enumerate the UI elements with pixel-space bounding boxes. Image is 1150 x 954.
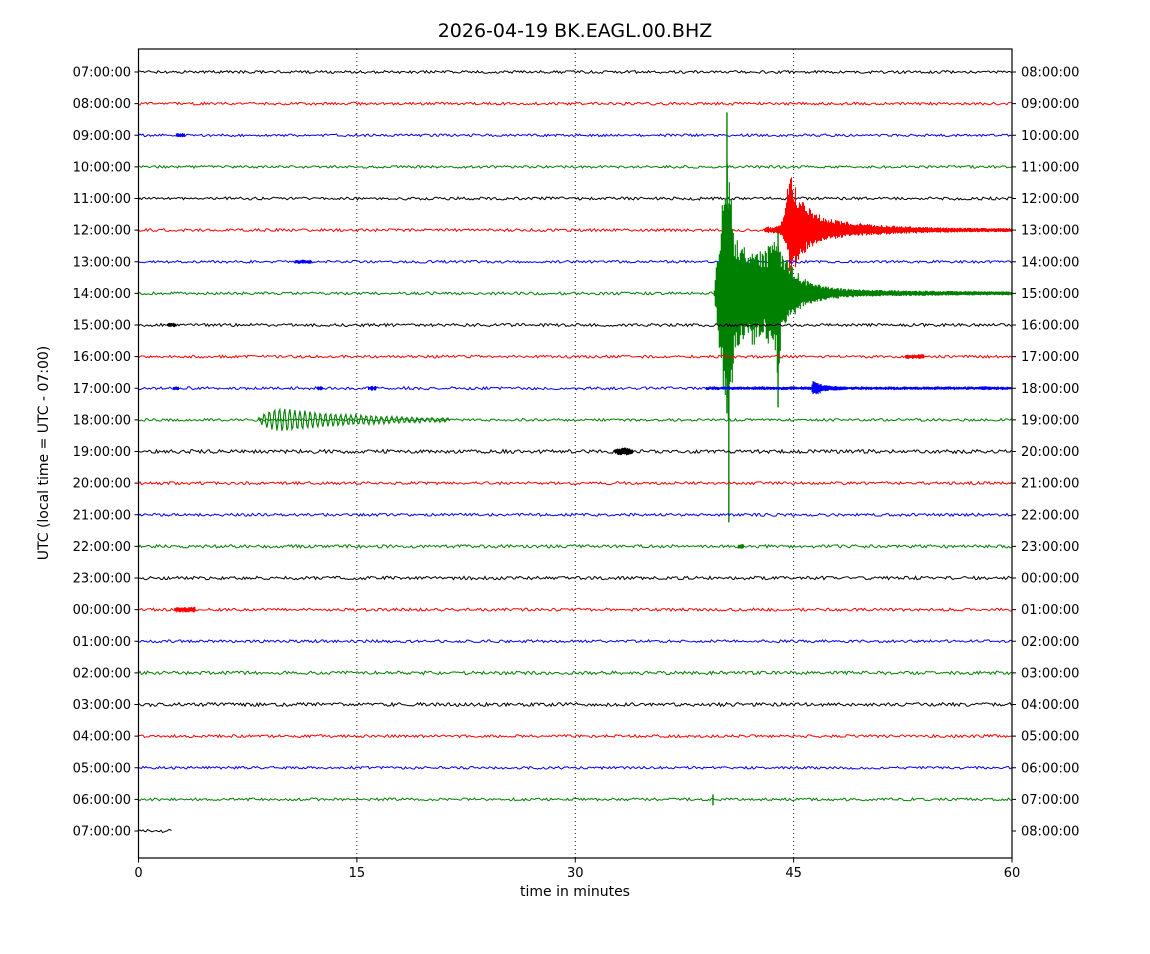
row-start-label: 00:00:00	[73, 603, 131, 618]
row-end-label: 01:00:00	[1021, 603, 1079, 618]
event-blip	[175, 133, 185, 138]
row-end-label: 22:00:00	[1021, 508, 1079, 523]
event-blip	[979, 386, 989, 391]
row-end-label: 19:00:00	[1021, 413, 1079, 428]
trace-row-030000	[138, 701, 1012, 708]
row-start-label: 21:00:00	[73, 508, 131, 523]
trace-row-220000	[138, 543, 1012, 549]
trace-row-100000	[138, 164, 1012, 170]
event-blip	[174, 606, 196, 613]
row-start-label: 04:00:00	[73, 730, 131, 745]
row-start-label: 02:00:00	[73, 666, 131, 681]
x-tick-label: 15	[349, 866, 366, 881]
row-end-label: 23:00:00	[1021, 540, 1079, 555]
y-axis-label: UTC (local time = UTC - 07:00)	[36, 346, 52, 561]
event-wavepacket	[257, 407, 451, 432]
row-end-label: 16:00:00	[1021, 319, 1079, 334]
row-end-label: 15:00:00	[1021, 287, 1079, 302]
row-start-label: 08:00:00	[73, 97, 131, 112]
trace-row-110000	[138, 196, 1012, 201]
row-start-label: 07:00:00	[73, 66, 131, 81]
row-start-label: 12:00:00	[73, 224, 131, 239]
trace-row-040000	[138, 733, 1012, 739]
trace-row-130000	[138, 259, 1012, 264]
row-end-label: 11:00:00	[1021, 160, 1079, 175]
row-end-label: 17:00:00	[1021, 350, 1079, 365]
trace-row-150000	[138, 322, 1012, 328]
trace-row-160000	[138, 354, 1012, 360]
row-start-label: 09:00:00	[73, 129, 131, 144]
trace-row-070000	[138, 828, 172, 833]
row-end-label: 06:00:00	[1021, 761, 1079, 776]
x-tick-label: 45	[785, 866, 802, 881]
row-end-label: 10:00:00	[1021, 129, 1079, 144]
row-start-label: 07:00:00	[73, 825, 131, 840]
row-start-label: 17:00:00	[73, 382, 131, 397]
event-burst	[763, 177, 1013, 277]
trace-row-060000	[138, 797, 1012, 802]
event-blip	[317, 386, 324, 391]
trace-row-210000	[138, 512, 1012, 518]
trace-row-180000	[138, 417, 1012, 423]
row-start-label: 05:00:00	[73, 761, 131, 776]
event-burst	[810, 381, 846, 395]
row-end-label: 04:00:00	[1021, 698, 1079, 713]
event-blip	[294, 259, 312, 264]
row-start-label: 14:00:00	[73, 287, 131, 302]
row-end-label: 14:00:00	[1021, 255, 1079, 270]
row-start-label: 10:00:00	[73, 160, 131, 175]
event-blip	[367, 385, 377, 391]
trace-row-070000	[138, 69, 1012, 75]
row-end-label: 18:00:00	[1021, 382, 1079, 397]
row-start-label: 22:00:00	[73, 540, 131, 555]
trace-row-020000	[138, 670, 1012, 676]
row-end-label: 07:00:00	[1021, 793, 1079, 808]
row-start-label: 13:00:00	[73, 255, 131, 270]
trace-row-200000	[138, 480, 1012, 486]
event-blip	[172, 386, 179, 390]
row-start-label: 20:00:00	[73, 477, 131, 492]
row-end-label: 13:00:00	[1021, 224, 1079, 239]
trace-row-170000	[138, 385, 1012, 391]
trace-row-010000	[138, 638, 1012, 644]
row-end-label: 00:00:00	[1021, 572, 1079, 587]
event-blip	[737, 544, 744, 549]
row-start-label: 23:00:00	[73, 572, 131, 587]
row-end-label: 09:00:00	[1021, 97, 1079, 112]
row-end-label: 08:00:00	[1021, 825, 1079, 840]
event-blip	[167, 322, 177, 328]
row-start-label: 16:00:00	[73, 350, 131, 365]
row-start-label: 11:00:00	[73, 192, 131, 207]
row-start-label: 18:00:00	[73, 413, 131, 428]
row-end-label: 20:00:00	[1021, 445, 1079, 460]
trace-row-080000	[138, 101, 1012, 106]
chart-title: 2026-04-19 BK.EAGL.00.BHZ	[438, 20, 713, 42]
trace-row-050000	[138, 765, 1012, 770]
row-start-label: 03:00:00	[73, 698, 131, 713]
trace-row-230000	[138, 575, 1012, 581]
row-end-label: 21:00:00	[1021, 477, 1079, 492]
row-start-label: 06:00:00	[73, 793, 131, 808]
trace-row-190000	[138, 448, 1012, 455]
event-blip	[905, 354, 925, 359]
row-start-label: 19:00:00	[73, 445, 131, 460]
row-end-label: 03:00:00	[1021, 666, 1079, 681]
event-burst	[713, 163, 1012, 419]
row-end-label: 02:00:00	[1021, 635, 1079, 650]
row-end-label: 12:00:00	[1021, 192, 1079, 207]
x-tick-label: 60	[1004, 866, 1021, 881]
plot-area: 07:00:00 08:00:00 08:00:00 09:00:00 09:00:00…	[73, 48, 1079, 881]
row-start-label: 15:00:00	[73, 319, 131, 334]
x-tick-label: 30	[567, 866, 584, 881]
trace-row-000000	[138, 607, 1012, 613]
x-axis-label: time in minutes	[520, 884, 630, 900]
trace-row-090000	[138, 133, 1012, 138]
row-start-label: 01:00:00	[73, 635, 131, 650]
x-tick-label: 0	[134, 866, 142, 881]
row-end-label: 08:00:00	[1021, 66, 1079, 81]
row-end-label: 05:00:00	[1021, 730, 1079, 745]
event-burst	[614, 447, 634, 456]
